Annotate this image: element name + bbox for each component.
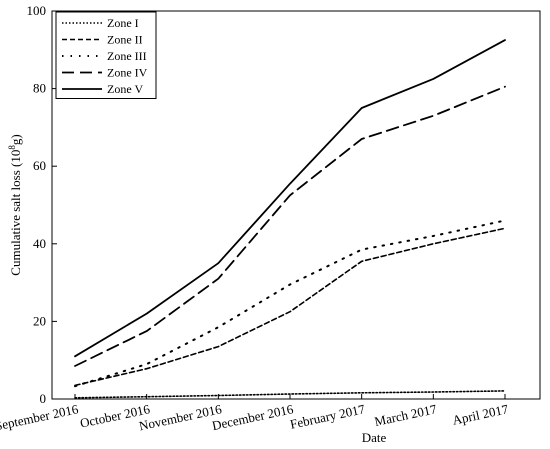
legend-label: Zone V bbox=[107, 82, 143, 96]
series-layer bbox=[74, 39, 506, 399]
legend-box bbox=[55, 11, 157, 99]
legend-label: Zone I bbox=[107, 16, 139, 30]
x-tick-label: February 2017 bbox=[289, 401, 367, 432]
series-line-zone-i bbox=[74, 390, 506, 399]
x-axis-title: Date bbox=[362, 430, 387, 445]
x-tick-label: March 2017 bbox=[373, 401, 438, 429]
series-line-zone-iii bbox=[74, 219, 506, 388]
y-tick-label: 40 bbox=[33, 236, 46, 251]
y-axis-title: Cumulative salt loss (108g) bbox=[7, 134, 23, 275]
y-tick-label: 60 bbox=[33, 158, 46, 173]
legend: Zone I Zone II Zone III Zone IV Zone V bbox=[55, 11, 157, 99]
x-tick-label: November 2016 bbox=[138, 401, 224, 433]
legend-label: Zone IV bbox=[107, 66, 148, 80]
series-line-zone-iv bbox=[74, 85, 506, 367]
legend-label: Zone III bbox=[107, 49, 147, 63]
series-line-zone-v bbox=[74, 39, 506, 358]
x-tick-label: December 2016 bbox=[211, 401, 295, 433]
legend-label: Zone II bbox=[107, 33, 143, 47]
x-tick-label: April 2017 bbox=[451, 401, 510, 428]
x-tick-label: September 2016 bbox=[0, 401, 80, 433]
series-line-zone-ii bbox=[74, 227, 506, 387]
plot-frame bbox=[51, 10, 541, 400]
y-tick-label: 0 bbox=[40, 391, 47, 406]
y-tick-label: 80 bbox=[33, 81, 46, 96]
y-tick-label: 20 bbox=[33, 313, 46, 328]
y-tick-label: 100 bbox=[27, 3, 47, 18]
